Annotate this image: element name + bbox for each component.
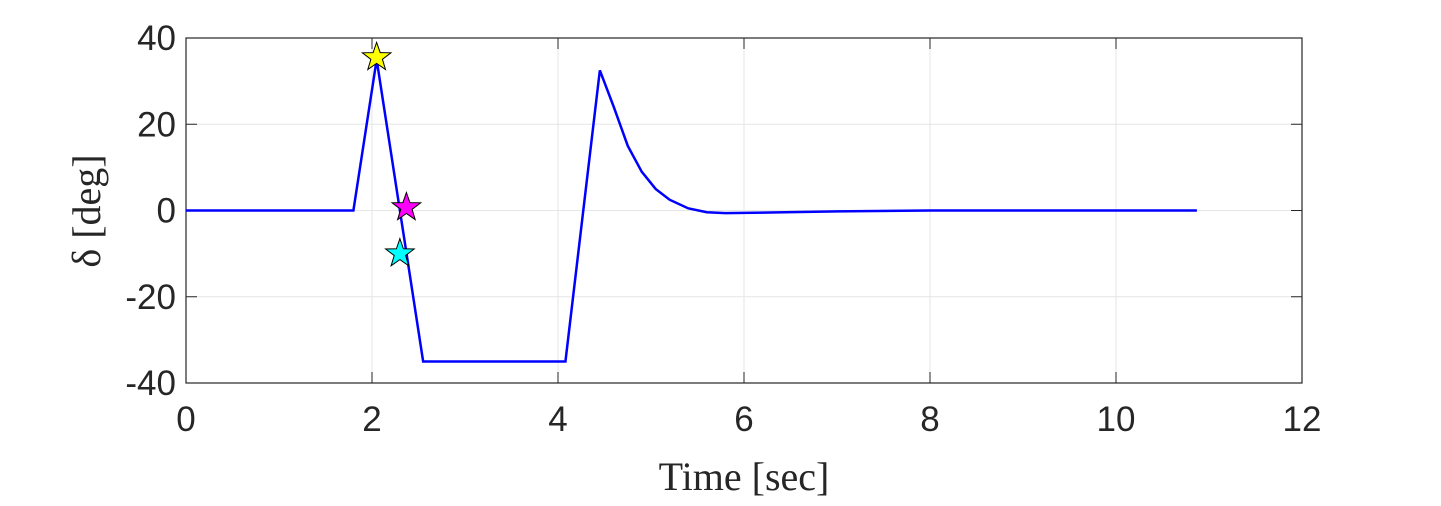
y-tick-label: -20 xyxy=(125,278,176,317)
star-marker xyxy=(384,237,416,268)
star-marker xyxy=(390,190,423,221)
x-tick-label: 2 xyxy=(362,400,381,439)
y-axis-label: δ [deg] xyxy=(64,154,109,267)
y-tick-label: 40 xyxy=(137,19,176,58)
y-tick-label: 20 xyxy=(137,105,176,144)
x-axis-label: Time [sec] xyxy=(659,454,830,499)
star-marker xyxy=(360,40,393,71)
y-tick-label: -40 xyxy=(125,364,176,403)
x-tick-label: 10 xyxy=(1097,400,1136,439)
x-tick-label: 6 xyxy=(734,400,753,439)
data-line xyxy=(186,59,1197,363)
x-tick-label: 4 xyxy=(548,400,567,439)
x-tick-label: 8 xyxy=(920,400,939,439)
x-tick-label: 12 xyxy=(1283,400,1322,439)
y-tick-label: 0 xyxy=(157,192,176,231)
x-tick-label: 0 xyxy=(176,400,195,439)
